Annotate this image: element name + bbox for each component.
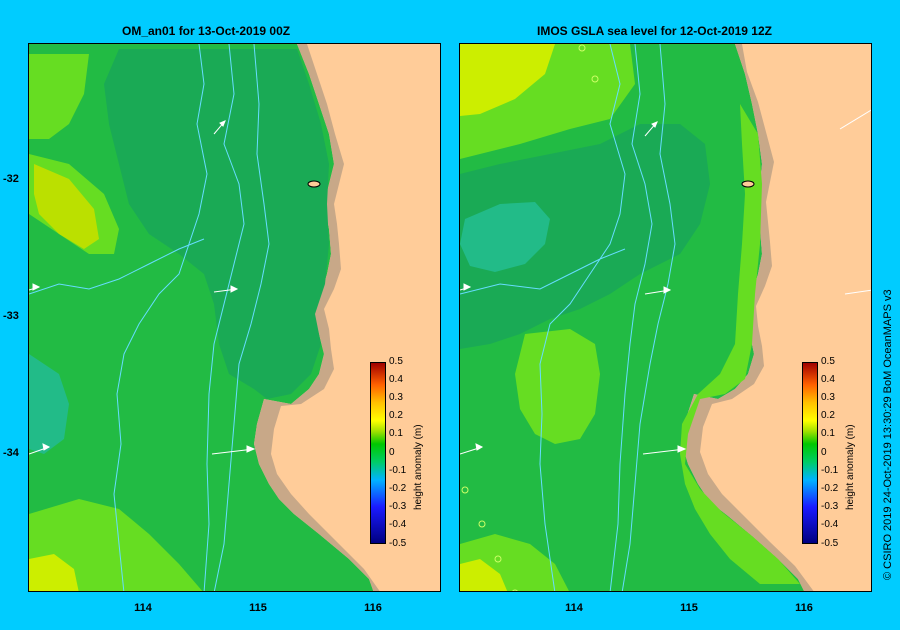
left-map-svg [29,44,440,591]
anomaly-contour-yellow [460,44,555,116]
anomaly-contour-yellow [34,164,99,249]
colorbar-title: height anomaly (m) [413,424,424,510]
colorbar-tick: 0.3 [389,392,403,403]
anomaly-contour-light-coast [680,104,800,584]
colorbar [370,362,386,544]
colorbar-tick: -0.5 [389,538,407,549]
anomaly-contour-dark [460,124,710,349]
lon-label: 115 [680,602,698,614]
colorbar-tick: -0.3 [389,501,407,512]
colorbar [802,362,818,544]
observation-markers [461,44,599,591]
anomaly-contour-light-north [29,54,89,139]
colorbar-tick: -0.4 [389,519,407,530]
colorbar-tick: -0.1 [389,465,407,476]
anomaly-contour-dark [104,49,329,399]
lat-label: -32 [3,173,19,185]
anomaly-contour-yellow-south [460,559,508,591]
lat-label: -33 [3,310,19,322]
colorbar-tick: -0.1 [821,465,839,476]
lat-label: -34 [3,447,19,459]
colorbar-title: height anomaly (m) [845,424,856,510]
colorbar-tick: -0.3 [821,501,839,512]
credit-text: © CSIRO 2019 24-Oct-2019 13:30:29 BoM Oc… [882,289,894,580]
colorbar-tick: 0.5 [821,356,835,367]
right-panel-title: IMOS GSLA sea level for 12-Oct-2019 12Z [537,24,772,38]
colorbar-tick: -0.5 [821,538,839,549]
lon-label: 115 [249,602,267,614]
anomaly-contour-yellow-south [29,554,79,591]
lon-label: 116 [364,602,382,614]
colorbar-tick: 0 [821,447,827,458]
current-arrows [29,120,256,455]
colorbar-tick: -0.4 [821,519,839,530]
anomaly-contour-teal [460,202,550,272]
colorbar-tick: 0.4 [821,374,835,385]
colorbar-tick: 0.2 [821,410,835,421]
colorbar-tick: 0 [389,447,395,458]
colorbar-tick: 0.1 [821,428,835,439]
lon-label: 116 [795,602,813,614]
colorbar-tick: 0.5 [389,356,403,367]
lon-label: 114 [134,602,152,614]
colorbar-tick: 0.1 [389,428,403,439]
left-map-panel [28,43,441,592]
current-arrows [460,109,871,455]
anomaly-contour-light-center [515,329,600,444]
left-panel-title: OM_an01 for 13-Oct-2019 00Z [122,24,291,38]
continental-shelf [254,44,380,591]
colorbar-tick: 0.3 [821,392,835,403]
colorbar-tick: -0.2 [389,483,407,494]
colorbar-tick: 0.4 [389,374,403,385]
colorbar-tick: -0.2 [821,483,839,494]
bathymetry-lines [29,44,270,591]
lon-label: 114 [565,602,583,614]
bathymetry-lines [460,44,676,591]
island [307,180,321,188]
anomaly-contour-teal [29,354,69,454]
island [741,180,755,188]
colorbar-tick: 0.2 [389,410,403,421]
